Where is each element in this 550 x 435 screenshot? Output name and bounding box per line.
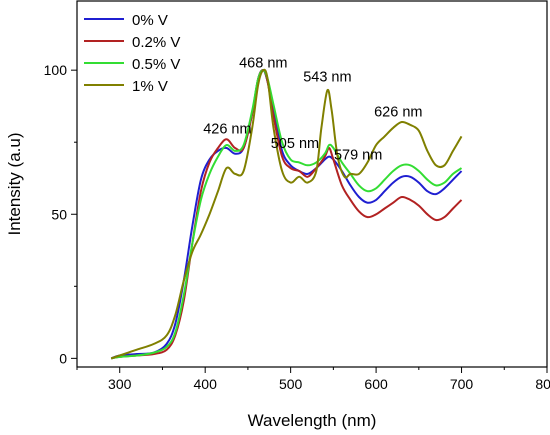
- x-tick-label: 300: [108, 376, 132, 392]
- y-tick-label: 50: [51, 206, 67, 222]
- peak-label: 626 nm: [374, 104, 422, 120]
- x-tick-label: 700: [450, 376, 474, 392]
- legend-label: 0.2% V: [132, 34, 180, 51]
- data-lines: [110, 68, 463, 360]
- x-tick-label: 400: [194, 376, 218, 392]
- x-tick-label: 800: [535, 376, 550, 392]
- legend: 0% V 0.2% V 0.5% V 1% V: [84, 12, 180, 95]
- peak-label: 505 nm: [271, 136, 319, 152]
- y-tick-label: 100: [44, 62, 68, 78]
- x-tick-label: 500: [279, 376, 303, 392]
- peak-label: 579 nm: [334, 148, 382, 164]
- y-tick-label: 0: [59, 350, 67, 366]
- series-line-0: [110, 69, 463, 360]
- peak-label: 543 nm: [303, 70, 351, 86]
- series-line-3: [110, 68, 463, 360]
- peak-label: 468 nm: [239, 55, 287, 71]
- axis-ticks: 300 400 500 600 700 800 0 50 100: [44, 62, 550, 392]
- series-line-2: [110, 69, 463, 360]
- legend-label: 0% V: [132, 12, 168, 29]
- x-axis-title: Wavelength (nm): [248, 411, 377, 430]
- peak-annotations: 426 nm 468 nm 505 nm 543 nm 579 nm 626 nm: [203, 55, 422, 163]
- y-axis-title: Intensity (a.u): [5, 133, 24, 236]
- peak-label: 426 nm: [203, 122, 251, 138]
- legend-label: 1% V: [132, 78, 168, 95]
- legend-label: 0.5% V: [132, 56, 180, 73]
- x-tick-label: 600: [364, 376, 388, 392]
- plot-frame: [76, 0, 548, 368]
